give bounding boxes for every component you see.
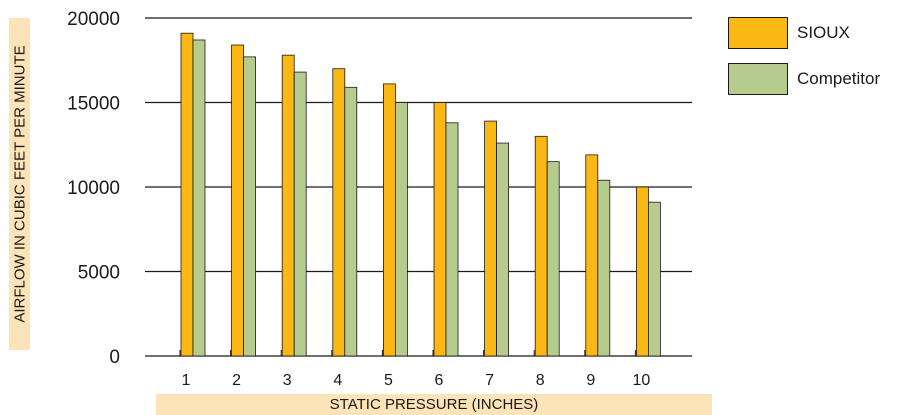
x-tick-label: 7 [485,372,494,389]
y-tick-label: 0 [109,347,120,368]
bar-sioux-7 [484,120,498,357]
y-tick-labels: 0 5000 10000 15000 20000 [67,9,120,368]
bar-competitor-9 [597,179,611,357]
x-tick-label: 1 [182,372,191,389]
bar-competitor-1 [192,39,206,357]
bar-sioux-1 [180,32,194,357]
x-tick-label: 3 [283,372,292,389]
y-axis-label-band [9,18,30,350]
legend-item-sioux: SIOUX [728,17,850,49]
bars [180,32,661,357]
y-tick-label: 10000 [67,178,120,199]
x-tick-label: 8 [536,372,545,389]
bar-sioux-3 [281,54,295,357]
x-tick-label: 9 [586,372,595,389]
bar-sioux-6 [433,102,447,357]
y-axis-label: AIRFLOW IN CUBIC FEET PER MINUTE [11,45,29,323]
legend-swatch-sioux [728,17,788,49]
x-tick-labels: 1 2 3 4 5 6 7 8 9 10 [182,372,651,389]
x-tick-label: 10 [633,372,651,389]
bar-sioux-5 [382,83,396,357]
y-tick-label: 20000 [67,9,120,30]
bar-competitor-4 [344,86,358,357]
bar-sioux-8 [534,135,548,357]
bar-sioux-2 [231,44,245,357]
bar-competitor-5 [394,102,408,357]
bar-sioux-9 [585,154,599,357]
bar-competitor-8 [546,161,560,357]
bar-sioux-4 [332,68,346,357]
bar-competitor-6 [445,122,459,357]
legend-label-competitor: Competitor [797,69,881,88]
bar-competitor-7 [496,142,510,357]
legend-swatch-competitor [728,63,788,95]
bar-competitor-3 [293,71,307,357]
x-tick-label: 4 [333,372,342,389]
legend-label-sioux: SIOUX [797,23,850,42]
x-tick-label: 5 [384,372,393,389]
y-tick-label: 5000 [78,263,120,284]
bar-competitor-2 [243,56,257,357]
x-axis-label: STATIC PRESSURE (INCHES) [156,394,712,415]
bar-sioux-10 [636,186,649,357]
bar-competitor-10 [648,201,661,357]
legend-item-competitor: Competitor [728,63,880,95]
x-tick-label: 2 [232,372,241,389]
y-tick-label: 15000 [67,94,120,115]
x-tick-label: 6 [435,372,444,389]
